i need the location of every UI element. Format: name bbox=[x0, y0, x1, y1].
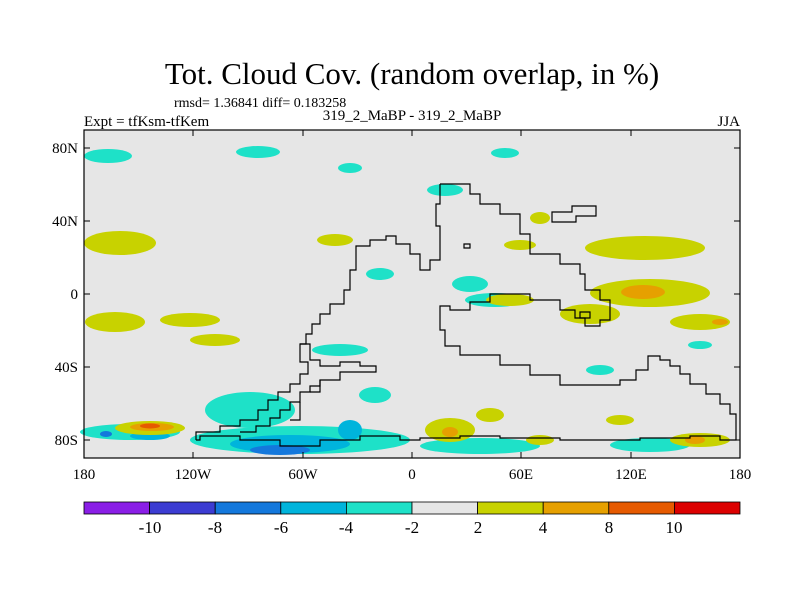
colorbar-box bbox=[674, 501, 741, 515]
map-title: Tot. Cloud Cov. (random overlap, in %) bbox=[165, 56, 659, 91]
lat-label-0: 0 bbox=[71, 287, 79, 303]
colorbar-label-m10: -10 bbox=[139, 518, 162, 537]
lon-label-60e: 60E bbox=[509, 467, 533, 483]
stats-label: rmsd= 1.36841 diff= 0.183258 bbox=[174, 96, 346, 111]
lon-label-60w: 60W bbox=[288, 467, 318, 483]
colorbar-box bbox=[477, 501, 544, 515]
colorbar-box bbox=[411, 501, 478, 515]
colorbar-box bbox=[608, 501, 675, 515]
colorbar-label-m6: -6 bbox=[274, 518, 288, 537]
colorbar-label-8: 8 bbox=[605, 518, 614, 537]
colorbar-box bbox=[542, 501, 610, 515]
colorbar-label-2: 2 bbox=[474, 518, 483, 537]
colorbar-box bbox=[214, 501, 282, 515]
colorbar-box bbox=[345, 501, 413, 515]
lat-label-40n: 40N bbox=[52, 214, 78, 230]
strong-positive-regions bbox=[140, 423, 160, 429]
lon-tick-marks bbox=[192, 130, 632, 458]
map-panel bbox=[80, 129, 741, 459]
lon-label-120e: 120E bbox=[615, 467, 647, 483]
colorbar-box bbox=[280, 501, 347, 515]
colorbar-label-m4: -4 bbox=[339, 518, 354, 537]
lon-label-0: 0 bbox=[408, 467, 416, 483]
case-label: 319_2_MaBP - 319_2_MaBP bbox=[323, 108, 502, 124]
colorbar-label-4: 4 bbox=[539, 518, 548, 537]
coastline bbox=[195, 183, 737, 447]
lat-label-40s: 40S bbox=[55, 360, 78, 376]
experiment-label: Expt = tfKsm-tfKem bbox=[84, 114, 209, 130]
lon-label-180e: 180 bbox=[729, 467, 752, 483]
positive-anomaly-regions bbox=[84, 212, 730, 447]
lat-tick-marks bbox=[84, 147, 740, 441]
colorbar-boxes bbox=[83, 501, 741, 515]
lon-label-180w: 180 bbox=[73, 467, 96, 483]
colorbar-box bbox=[149, 501, 216, 515]
season-label: JJA bbox=[717, 114, 740, 130]
colorbar-label-m2: -2 bbox=[405, 518, 419, 537]
lat-label-80s: 80S bbox=[55, 433, 78, 449]
lat-label-80n: 80N bbox=[52, 141, 78, 157]
colorbar-label-m8: -8 bbox=[208, 518, 222, 537]
colorbar-label-10: 10 bbox=[666, 518, 683, 537]
colorbar-box bbox=[83, 501, 150, 515]
colorbar: -10 -8 -6 -4 -2 2 4 8 10 bbox=[83, 501, 741, 537]
lon-label-120w: 120W bbox=[175, 467, 213, 483]
strong-negative-regions bbox=[100, 431, 310, 455]
